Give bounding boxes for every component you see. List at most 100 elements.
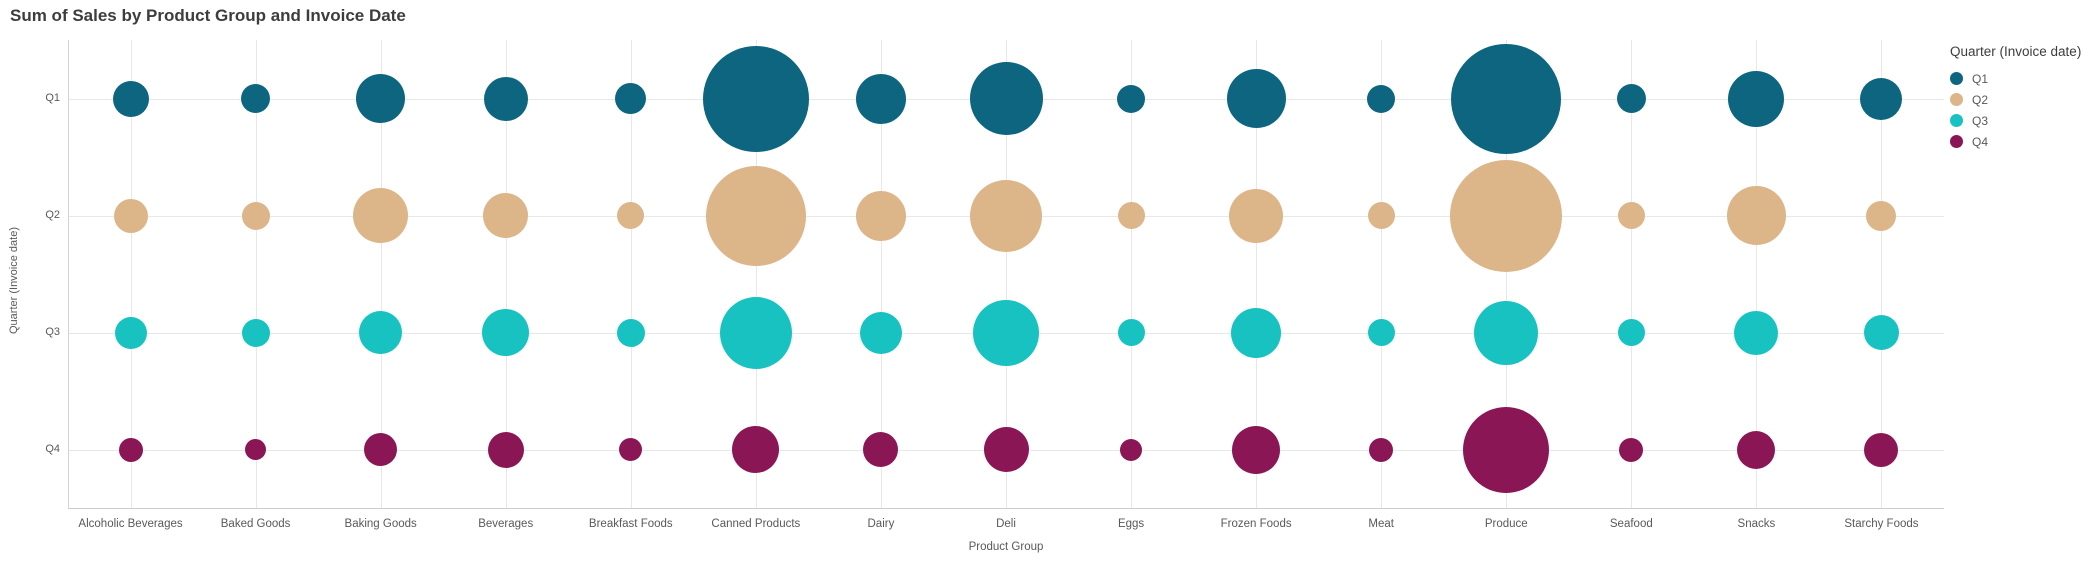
bubble-q3-meat[interactable] — [1367, 319, 1395, 346]
bubble-q3-canned-products[interactable] — [719, 296, 792, 369]
bubble-q2-eggs[interactable] — [1117, 202, 1145, 229]
bubble-q4-canned-products[interactable] — [732, 426, 780, 473]
bubble-q1-breakfast-foods[interactable] — [615, 83, 647, 114]
x-tick-label-beverages: Beverages — [478, 518, 534, 530]
bubble-q2-dairy[interactable] — [855, 190, 906, 241]
bubble-q4-starchy-foods[interactable] — [1864, 432, 1899, 467]
legend-title: Quarter (Invoice date) — [1950, 44, 2082, 59]
bubble-q2-starchy-foods[interactable] — [1866, 200, 1897, 231]
vertical-gridline — [255, 40, 257, 508]
bubble-q3-breakfast-foods[interactable] — [616, 318, 645, 347]
bubble-q4-baking-goods[interactable] — [364, 433, 398, 466]
vertical-gridline — [1631, 40, 1633, 508]
bubble-q1-alcoholic-beverages[interactable] — [112, 80, 149, 117]
bubble-q1-beverages[interactable] — [483, 76, 528, 121]
legend-item-q1[interactable]: Q1 — [1950, 68, 2081, 89]
vertical-gridline — [755, 40, 757, 508]
bubble-q2-baking-goods[interactable] — [353, 188, 409, 243]
vertical-gridline — [505, 40, 507, 508]
vertical-gridline — [1381, 40, 1383, 508]
bubble-q2-baked-goods[interactable] — [241, 201, 270, 230]
legend-dot-icon — [1950, 93, 1963, 106]
y-tick-label-q4: Q4 — [45, 442, 60, 455]
vertical-gridline — [880, 40, 882, 508]
legend-item-label: Q4 — [1972, 134, 1989, 149]
bubble-q1-snacks[interactable] — [1728, 70, 1785, 127]
bubble-q4-alcoholic-beverages[interactable] — [118, 437, 143, 462]
bubble-q2-breakfast-foods[interactable] — [617, 202, 645, 229]
bubble-q2-deli[interactable] — [970, 179, 1042, 252]
y-tick-label-q1: Q1 — [45, 91, 60, 104]
bubble-q1-starchy-foods[interactable] — [1860, 77, 1903, 120]
x-tick-label-frozen-foods: Frozen Foods — [1220, 518, 1292, 530]
vertical-gridline — [380, 40, 382, 508]
bubble-q3-beverages[interactable] — [482, 309, 530, 356]
bubble-q3-deli[interactable] — [973, 299, 1039, 366]
bubble-q1-eggs[interactable] — [1117, 84, 1146, 113]
bubble-q2-canned-products[interactable] — [705, 165, 806, 266]
vertical-gridline — [1881, 40, 1883, 508]
bubble-q3-alcoholic-beverages[interactable] — [114, 316, 147, 349]
bubble-q1-baking-goods[interactable] — [356, 74, 406, 123]
bubble-q1-seafood[interactable] — [1616, 84, 1646, 113]
bubble-q1-canned-products[interactable] — [702, 45, 809, 152]
bubble-q3-snacks[interactable] — [1734, 310, 1779, 355]
bubble-q3-seafood[interactable] — [1617, 319, 1645, 346]
bubble-q4-meat[interactable] — [1369, 437, 1394, 462]
legend-dot-icon — [1950, 135, 1963, 148]
bubble-q3-produce[interactable] — [1474, 300, 1539, 365]
y-tick-label-q3: Q3 — [45, 325, 60, 338]
legend-dot-icon — [1950, 114, 1963, 127]
bubble-q2-seafood[interactable] — [1617, 202, 1645, 229]
x-tick-label-eggs: Eggs — [1117, 518, 1145, 530]
y-axis-title: Quarter (Invoice date) — [8, 227, 20, 334]
bubble-q4-beverages[interactable] — [487, 431, 524, 468]
x-tick-label-breakfast-foods: Breakfast Foods — [588, 518, 673, 530]
bubble-q2-snacks[interactable] — [1726, 186, 1786, 245]
vertical-gridline — [1131, 40, 1133, 508]
bubble-q4-seafood[interactable] — [1619, 437, 1644, 462]
legend: Quarter (Invoice date) Q1 Q2 Q3 Q4 — [1950, 44, 2081, 152]
x-tick-label-snacks: Snacks — [1737, 518, 1776, 530]
bubble-q3-eggs[interactable] — [1117, 319, 1145, 346]
y-tick-label-q2: Q2 — [45, 208, 60, 221]
bubble-q2-frozen-foods[interactable] — [1229, 188, 1284, 243]
bubble-q2-meat[interactable] — [1367, 202, 1395, 229]
bubble-q4-deli[interactable] — [983, 427, 1029, 472]
legend-item-q3[interactable]: Q3 — [1950, 110, 2081, 131]
bubble-q1-produce[interactable] — [1451, 43, 1562, 154]
bubble-q3-baked-goods[interactable] — [241, 318, 270, 347]
vertical-gridline — [1756, 40, 1758, 508]
chart-title: Sum of Sales by Product Group and Invoic… — [10, 6, 406, 25]
bubble-q1-deli[interactable] — [969, 62, 1043, 135]
bubble-q3-baking-goods[interactable] — [359, 311, 403, 354]
x-tick-label-alcoholic-beverages: Alcoholic Beverages — [78, 518, 183, 530]
bubble-q3-starchy-foods[interactable] — [1863, 315, 1899, 350]
bubble-q1-baked-goods[interactable] — [241, 84, 271, 113]
legend-item-q2[interactable]: Q2 — [1950, 89, 2081, 110]
bubble-q2-alcoholic-beverages[interactable] — [113, 198, 148, 233]
vertical-gridline — [1256, 40, 1258, 508]
x-tick-label-dairy: Dairy — [867, 518, 895, 530]
bubble-q4-baked-goods[interactable] — [245, 439, 267, 460]
bubble-q1-frozen-foods[interactable] — [1226, 69, 1286, 128]
x-tick-label-starchy-foods: Starchy Foods — [1844, 518, 1919, 530]
bubble-q1-dairy[interactable] — [855, 73, 906, 124]
bubble-q4-dairy[interactable] — [863, 432, 899, 467]
bubble-q4-produce[interactable] — [1463, 406, 1550, 493]
bubble-q4-frozen-foods[interactable] — [1232, 425, 1281, 474]
y-axis-line — [68, 40, 69, 508]
legend-item-q4[interactable]: Q4 — [1950, 131, 2081, 152]
x-tick-label-baked-goods: Baked Goods — [220, 518, 291, 530]
vertical-gridline — [1006, 40, 1007, 508]
bubble-q4-eggs[interactable] — [1120, 438, 1143, 461]
bubble-q2-produce[interactable] — [1450, 159, 1563, 272]
bubble-q4-breakfast-foods[interactable] — [619, 438, 643, 461]
bubble-q3-frozen-foods[interactable] — [1231, 307, 1282, 358]
bubble-q4-snacks[interactable] — [1737, 430, 1776, 469]
bubble-q1-meat[interactable] — [1367, 84, 1396, 113]
vertical-gridline — [630, 40, 632, 508]
bubble-q2-beverages[interactable] — [483, 193, 529, 238]
bubble-q3-dairy[interactable] — [859, 311, 902, 354]
legend-item-label: Q2 — [1972, 92, 1989, 107]
